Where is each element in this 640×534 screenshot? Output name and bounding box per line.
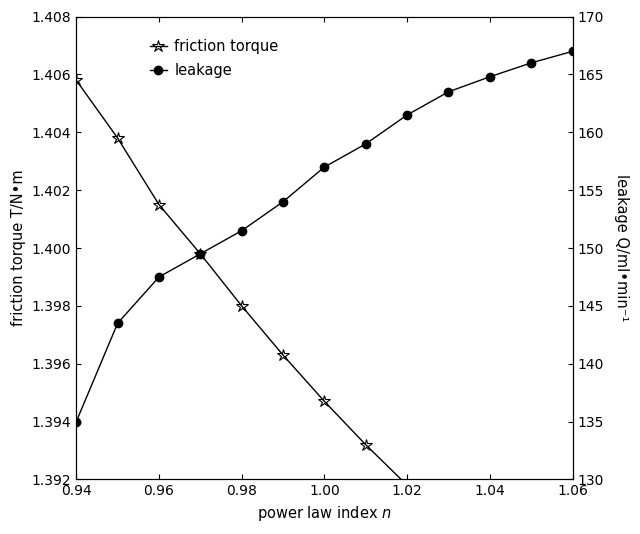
leakage	[445, 89, 452, 95]
friction torque	[445, 523, 452, 529]
leakage	[527, 60, 535, 66]
leakage	[155, 274, 163, 280]
leakage	[72, 419, 80, 425]
friction torque	[155, 201, 163, 208]
friction torque	[114, 135, 122, 142]
friction torque	[196, 250, 204, 257]
leakage	[403, 112, 411, 118]
friction torque	[72, 77, 80, 83]
X-axis label: power law index $n$: power law index $n$	[257, 504, 392, 523]
leakage	[321, 164, 328, 170]
friction torque	[321, 398, 328, 405]
leakage	[279, 199, 287, 205]
leakage	[486, 74, 493, 80]
leakage	[569, 48, 577, 54]
Legend: friction torque, leakage: friction torque, leakage	[144, 34, 284, 84]
Y-axis label: friction torque T/N•m: friction torque T/N•m	[11, 170, 26, 326]
leakage	[238, 227, 246, 234]
friction torque	[279, 352, 287, 358]
friction torque	[403, 482, 411, 489]
leakage	[114, 320, 122, 326]
leakage	[196, 250, 204, 257]
friction torque	[238, 303, 246, 309]
Line: leakage: leakage	[72, 47, 577, 426]
friction torque	[362, 442, 369, 448]
leakage	[362, 140, 369, 147]
Line: friction torque: friction torque	[70, 74, 579, 534]
Y-axis label: leakage Q/ml•min⁻¹: leakage Q/ml•min⁻¹	[614, 175, 629, 321]
